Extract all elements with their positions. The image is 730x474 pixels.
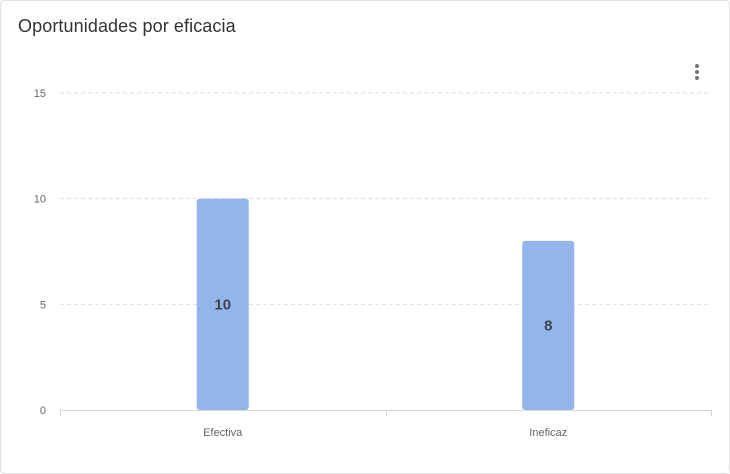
y-tick-label: 10 xyxy=(34,194,46,206)
y-tick-label: 0 xyxy=(40,405,46,417)
x-tick-label: Ineficaz xyxy=(529,427,567,439)
y-tick-label: 5 xyxy=(40,299,46,311)
axis-layer xyxy=(60,410,712,416)
bar-efectiva xyxy=(196,198,249,410)
label-layer: 0 5 10 15 10 Efectiva 8 Ineficaz xyxy=(34,88,567,439)
grid-layer xyxy=(60,92,711,305)
data-label: 10 xyxy=(214,296,231,313)
bar-layer xyxy=(196,198,575,410)
x-tick-label: Efectiva xyxy=(203,427,243,439)
data-label: 8 xyxy=(544,317,552,334)
bar-ineficaz xyxy=(522,240,575,410)
y-tick-label: 15 xyxy=(34,88,46,100)
more-options-icon[interactable] xyxy=(689,61,705,83)
chart-title: Oportunidades por eficacia xyxy=(18,16,236,36)
